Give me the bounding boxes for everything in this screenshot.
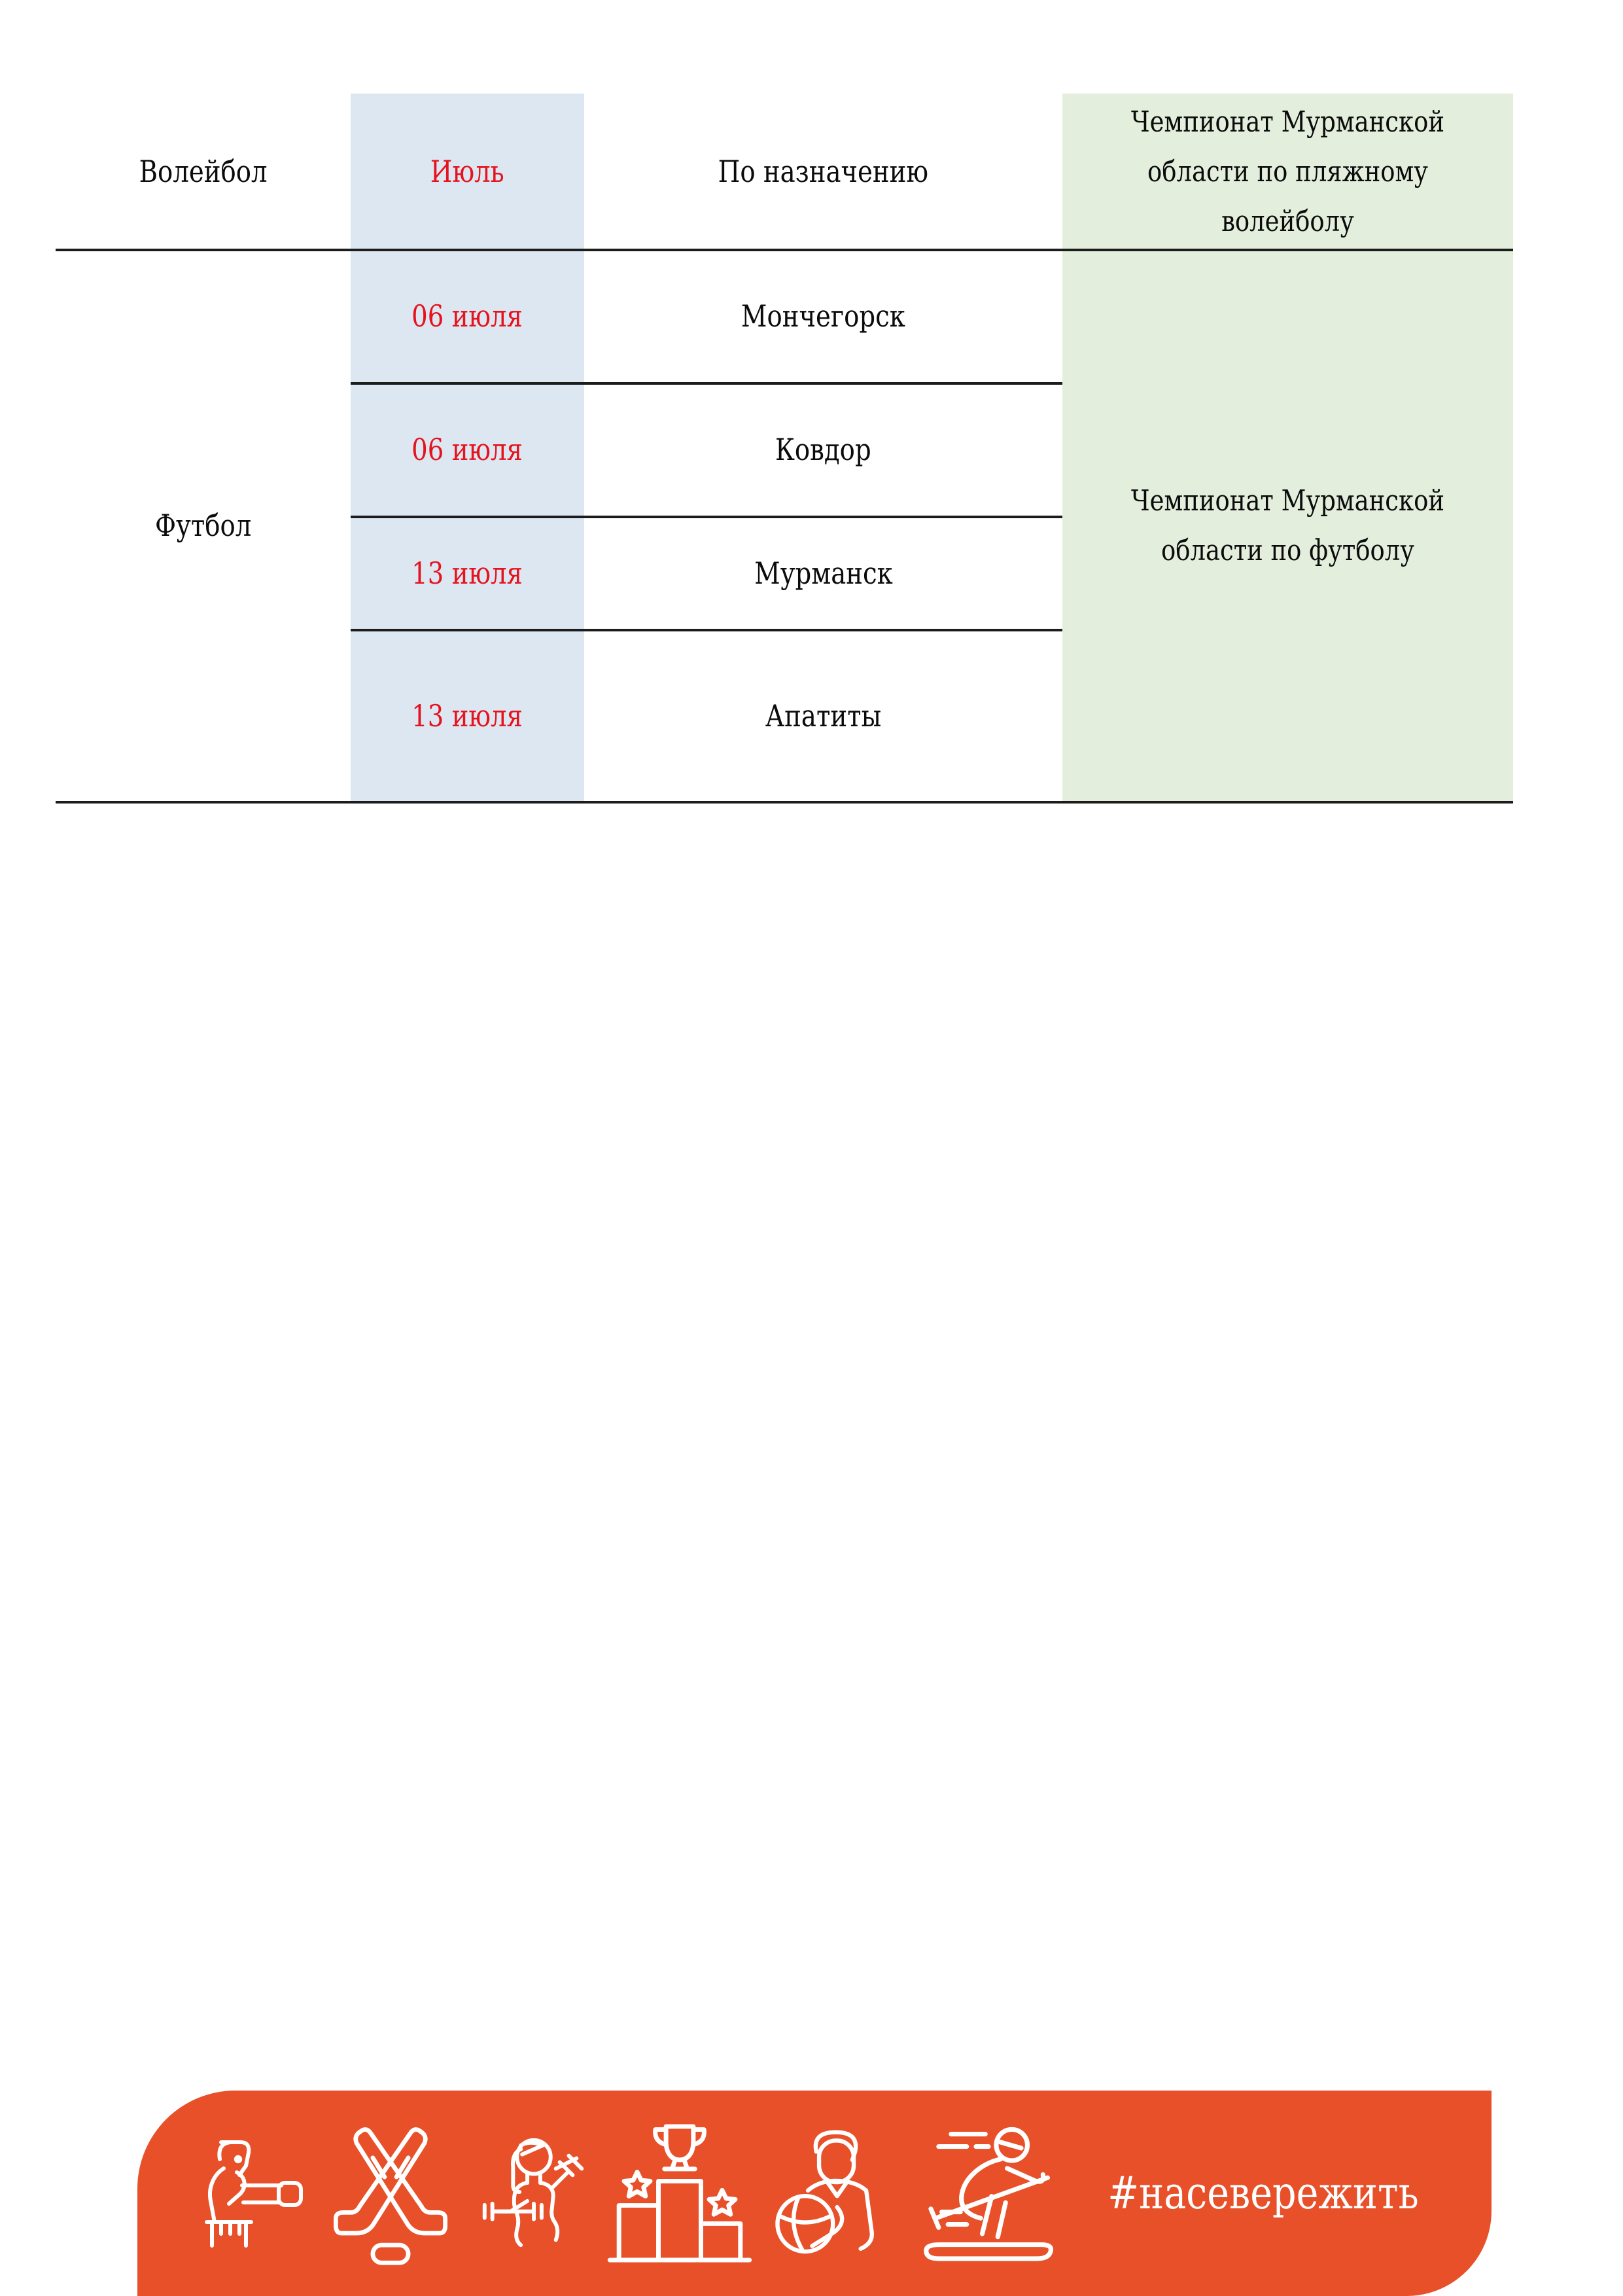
hashtag-text: #насевережить — [1108, 2167, 1419, 2219]
cell-date-football-3: 13 июля — [351, 518, 584, 629]
row-divider-volleyball-football — [56, 249, 1513, 251]
cell-championship-volleyball: Чемпионат Мурманской области по пляжному… — [1062, 94, 1513, 251]
row-divider-1 — [351, 382, 1062, 385]
cell-sport-football: Футбол — [56, 251, 351, 801]
table-bottom-border — [56, 801, 1513, 804]
venue-label: Мончегорск — [741, 298, 906, 334]
hockey-sticks-icon — [317, 2115, 464, 2271]
cell-date-football-1: 06 июля — [351, 251, 584, 382]
skier-icon — [904, 2115, 1073, 2271]
cell-date-volleyball: Июль — [351, 94, 584, 251]
date-label: Июль — [430, 154, 504, 190]
sport-label: Волейбол — [139, 154, 268, 190]
cell-championship-football: Чемпионат Мурманской области по футболу — [1062, 251, 1513, 801]
boxing-icon — [181, 2115, 311, 2271]
cell-venue-football-3: Мурманск — [584, 518, 1062, 629]
cell-venue-football-1: Мончегорск — [584, 251, 1062, 382]
venue-label: Апатиты — [765, 698, 882, 733]
cell-venue-volleyball: По назначению — [584, 94, 1062, 251]
fitness-icon — [469, 2115, 599, 2271]
date-label: 13 июля — [411, 698, 523, 733]
championship-column-background — [1062, 94, 1513, 804]
cell-sport-volleyball: Волейбол — [56, 94, 351, 251]
ball-player-icon — [761, 2115, 899, 2271]
winners-podium-icon — [604, 2115, 756, 2271]
venue-label: Мурманск — [754, 555, 893, 591]
championship-label: Чемпионат Мурманской области по пляжному… — [1131, 105, 1444, 238]
cell-date-football-4: 13 июля — [351, 631, 584, 801]
row-divider-3 — [351, 629, 1062, 631]
cell-venue-football-2: Ковдор — [584, 385, 1062, 516]
date-label: 13 июля — [411, 555, 523, 591]
venue-label: По назначению — [718, 154, 929, 190]
row-divider-2 — [351, 516, 1062, 518]
championship-label: Чемпионат Мурманской области по футболу — [1131, 484, 1444, 567]
footer-banner: #насевережить — [137, 2091, 1492, 2296]
venue-label: Ковдор — [775, 432, 871, 468]
date-column-background — [351, 94, 584, 804]
cell-date-football-2: 06 июля — [351, 385, 584, 516]
date-label: 06 июля — [411, 298, 523, 334]
sport-label: Футбол — [154, 508, 252, 544]
date-label: 06 июля — [411, 432, 523, 468]
cell-venue-football-4: Апатиты — [584, 631, 1062, 801]
